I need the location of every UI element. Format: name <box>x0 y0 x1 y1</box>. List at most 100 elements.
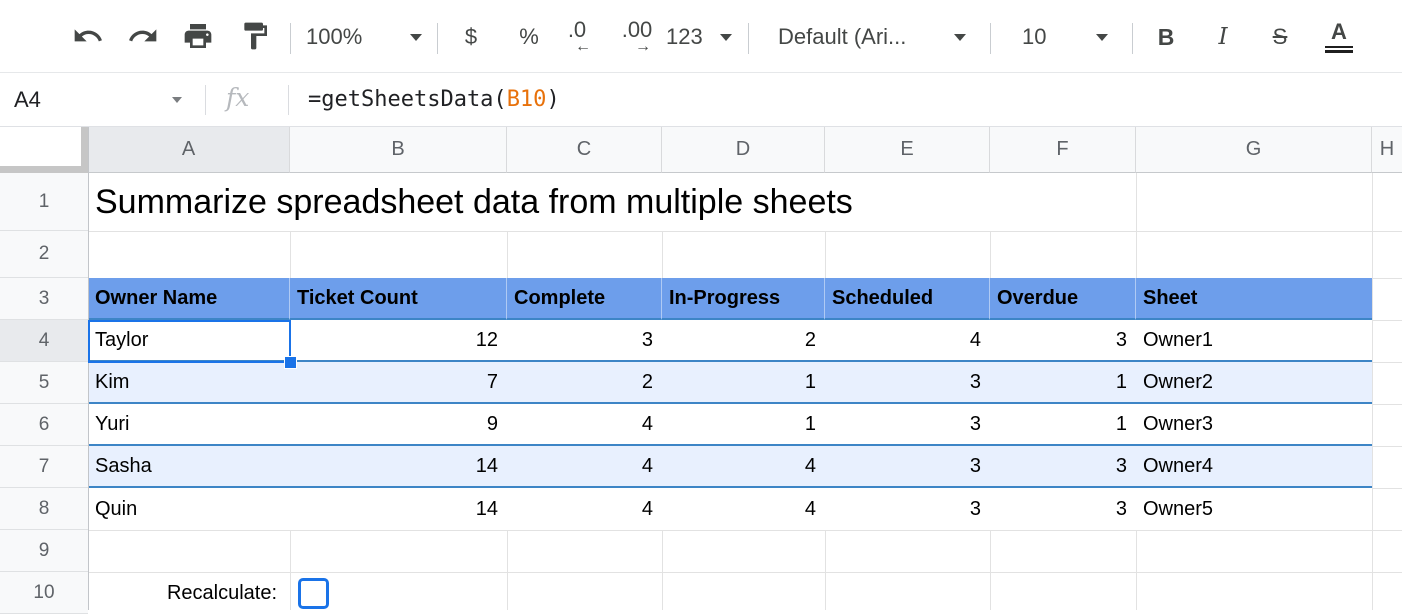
cell-a4[interactable]: Taylor <box>88 320 290 362</box>
row-header-edge <box>88 127 89 610</box>
paint-format-button[interactable] <box>235 15 275 59</box>
zoom-value: 100% <box>306 24 363 49</box>
row-header-6[interactable]: 6 <box>0 404 88 446</box>
cell-f7[interactable]: 3 <box>990 446 1136 488</box>
cell-e5[interactable]: 3 <box>825 362 990 404</box>
formula-bar-divider <box>205 85 206 115</box>
row-header-5[interactable]: 5 <box>0 362 88 404</box>
fill-handle[interactable] <box>284 356 297 369</box>
print-button[interactable] <box>178 15 218 59</box>
column-header-g[interactable]: G <box>1136 127 1372 173</box>
cell-e8[interactable]: 3 <box>825 488 990 530</box>
cell-d4[interactable]: 2 <box>662 320 825 362</box>
chevron-down-icon <box>954 33 966 41</box>
gridline <box>1372 320 1402 321</box>
font-select[interactable]: Default (Ari... <box>772 15 972 59</box>
table-header-cell-c3[interactable]: Complete <box>507 278 662 320</box>
cell-e6[interactable]: 3 <box>825 404 990 446</box>
cell-d7[interactable]: 4 <box>662 446 825 488</box>
formula-bar-divider <box>288 85 289 115</box>
column-header-a[interactable]: A <box>88 127 290 173</box>
cell-b8[interactable]: 14 <box>290 488 507 530</box>
column-header-d[interactable]: D <box>662 127 825 173</box>
column-header-b[interactable]: B <box>290 127 507 173</box>
cell-b7[interactable]: 14 <box>290 446 507 488</box>
format-percent-button[interactable]: % <box>510 15 548 59</box>
cell-f6[interactable]: 1 <box>990 404 1136 446</box>
increase-decimal-icon: .00 → <box>621 17 653 55</box>
cell-b4[interactable]: 12 <box>290 320 507 362</box>
cell-g5[interactable]: Owner2 <box>1136 362 1372 404</box>
cell-f5[interactable]: 1 <box>990 362 1136 404</box>
strikethrough-button[interactable]: S <box>1260 15 1300 59</box>
row-header-10[interactable]: 10 <box>0 572 88 614</box>
number-format-label: 123 <box>666 24 703 49</box>
cell-a1-title[interactable]: Summarize spreadsheet data from multiple… <box>95 183 853 221</box>
cell-c8[interactable]: 4 <box>507 488 662 530</box>
cell-f4[interactable]: 3 <box>990 320 1136 362</box>
column-header-h[interactable]: H <box>1372 127 1402 173</box>
undo-button[interactable] <box>68 15 108 59</box>
zoom-select[interactable]: 100% <box>306 15 422 59</box>
cell-a7[interactable]: Sasha <box>88 446 290 488</box>
toolbar: 100% $ % .0 ← .00 → 123 Default (Ari... … <box>0 0 1402 73</box>
row-header-4[interactable]: 4 <box>0 320 88 362</box>
row-header-8[interactable]: 8 <box>0 488 88 530</box>
row-header-1[interactable]: 1 <box>0 173 88 231</box>
table-header-cell-a3[interactable]: Owner Name <box>88 278 290 320</box>
cell-g6[interactable]: Owner3 <box>1136 404 1372 446</box>
font-size-select[interactable]: 10 <box>1012 15 1118 59</box>
more-formats-button[interactable]: 123 <box>666 15 732 59</box>
dollar-icon: $ <box>464 24 478 49</box>
table-header-cell-f3[interactable]: Overdue <box>990 278 1136 320</box>
row-header-3[interactable]: 3 <box>0 278 88 320</box>
undo-icon <box>72 20 104 55</box>
table-header-cell-g3[interactable]: Sheet <box>1136 278 1372 320</box>
cell-e7[interactable]: 3 <box>825 446 990 488</box>
italic-button[interactable]: I <box>1203 15 1243 59</box>
format-currency-button[interactable]: $ <box>452 15 490 59</box>
cell-e4[interactable]: 4 <box>825 320 990 362</box>
row-header-2[interactable]: 2 <box>0 231 88 278</box>
name-box[interactable]: A4 <box>0 73 200 126</box>
column-header-e[interactable]: E <box>825 127 990 173</box>
cell-c7[interactable]: 4 <box>507 446 662 488</box>
cell-d6[interactable]: 1 <box>662 404 825 446</box>
column-header-c[interactable]: C <box>507 127 662 173</box>
cell-a6[interactable]: Yuri <box>88 404 290 446</box>
increase-decimal-button[interactable]: .00 → <box>612 15 662 59</box>
table-header-cell-d3[interactable]: In-Progress <box>662 278 825 320</box>
row-header-7[interactable]: 7 <box>0 446 88 488</box>
cell-c5[interactable]: 2 <box>507 362 662 404</box>
bold-button[interactable]: B <box>1146 15 1186 59</box>
cell-a10-recalculate-label[interactable]: Recalculate: <box>166 581 277 604</box>
cell-a8[interactable]: Quin <box>88 488 290 530</box>
gridline <box>825 231 826 278</box>
cell-d5[interactable]: 1 <box>662 362 825 404</box>
cell-a5[interactable]: Kim <box>88 362 290 404</box>
gridline <box>290 530 291 610</box>
redo-button[interactable] <box>123 15 163 59</box>
select-all-corner[interactable] <box>0 127 88 173</box>
cell-d8[interactable]: 4 <box>662 488 825 530</box>
decrease-decimal-button[interactable]: .0 ← <box>556 15 598 59</box>
row-header-9[interactable]: 9 <box>0 530 88 572</box>
cell-g7[interactable]: Owner4 <box>1136 446 1372 488</box>
cell-f8[interactable]: 3 <box>990 488 1136 530</box>
chevron-down-icon <box>1096 33 1108 41</box>
cell-b6[interactable]: 9 <box>290 404 507 446</box>
text-color-button[interactable]: A <box>1318 15 1360 59</box>
cell-g8[interactable]: Owner5 <box>1136 488 1372 530</box>
column-header-f[interactable]: F <box>990 127 1136 173</box>
recalculate-checkbox[interactable] <box>298 578 329 609</box>
table-header-cell-e3[interactable]: Scheduled <box>825 278 990 320</box>
cell-g4[interactable]: Owner1 <box>1136 320 1372 362</box>
gridline <box>507 530 508 610</box>
gridline <box>1372 404 1402 405</box>
formula-input[interactable]: =getSheetsData(B10) <box>308 73 560 126</box>
cell-c4[interactable]: 3 <box>507 320 662 362</box>
cell-c6[interactable]: 4 <box>507 404 662 446</box>
table-header-cell-b3[interactable]: Ticket Count <box>290 278 507 320</box>
cell-b5[interactable]: 7 <box>290 362 507 404</box>
